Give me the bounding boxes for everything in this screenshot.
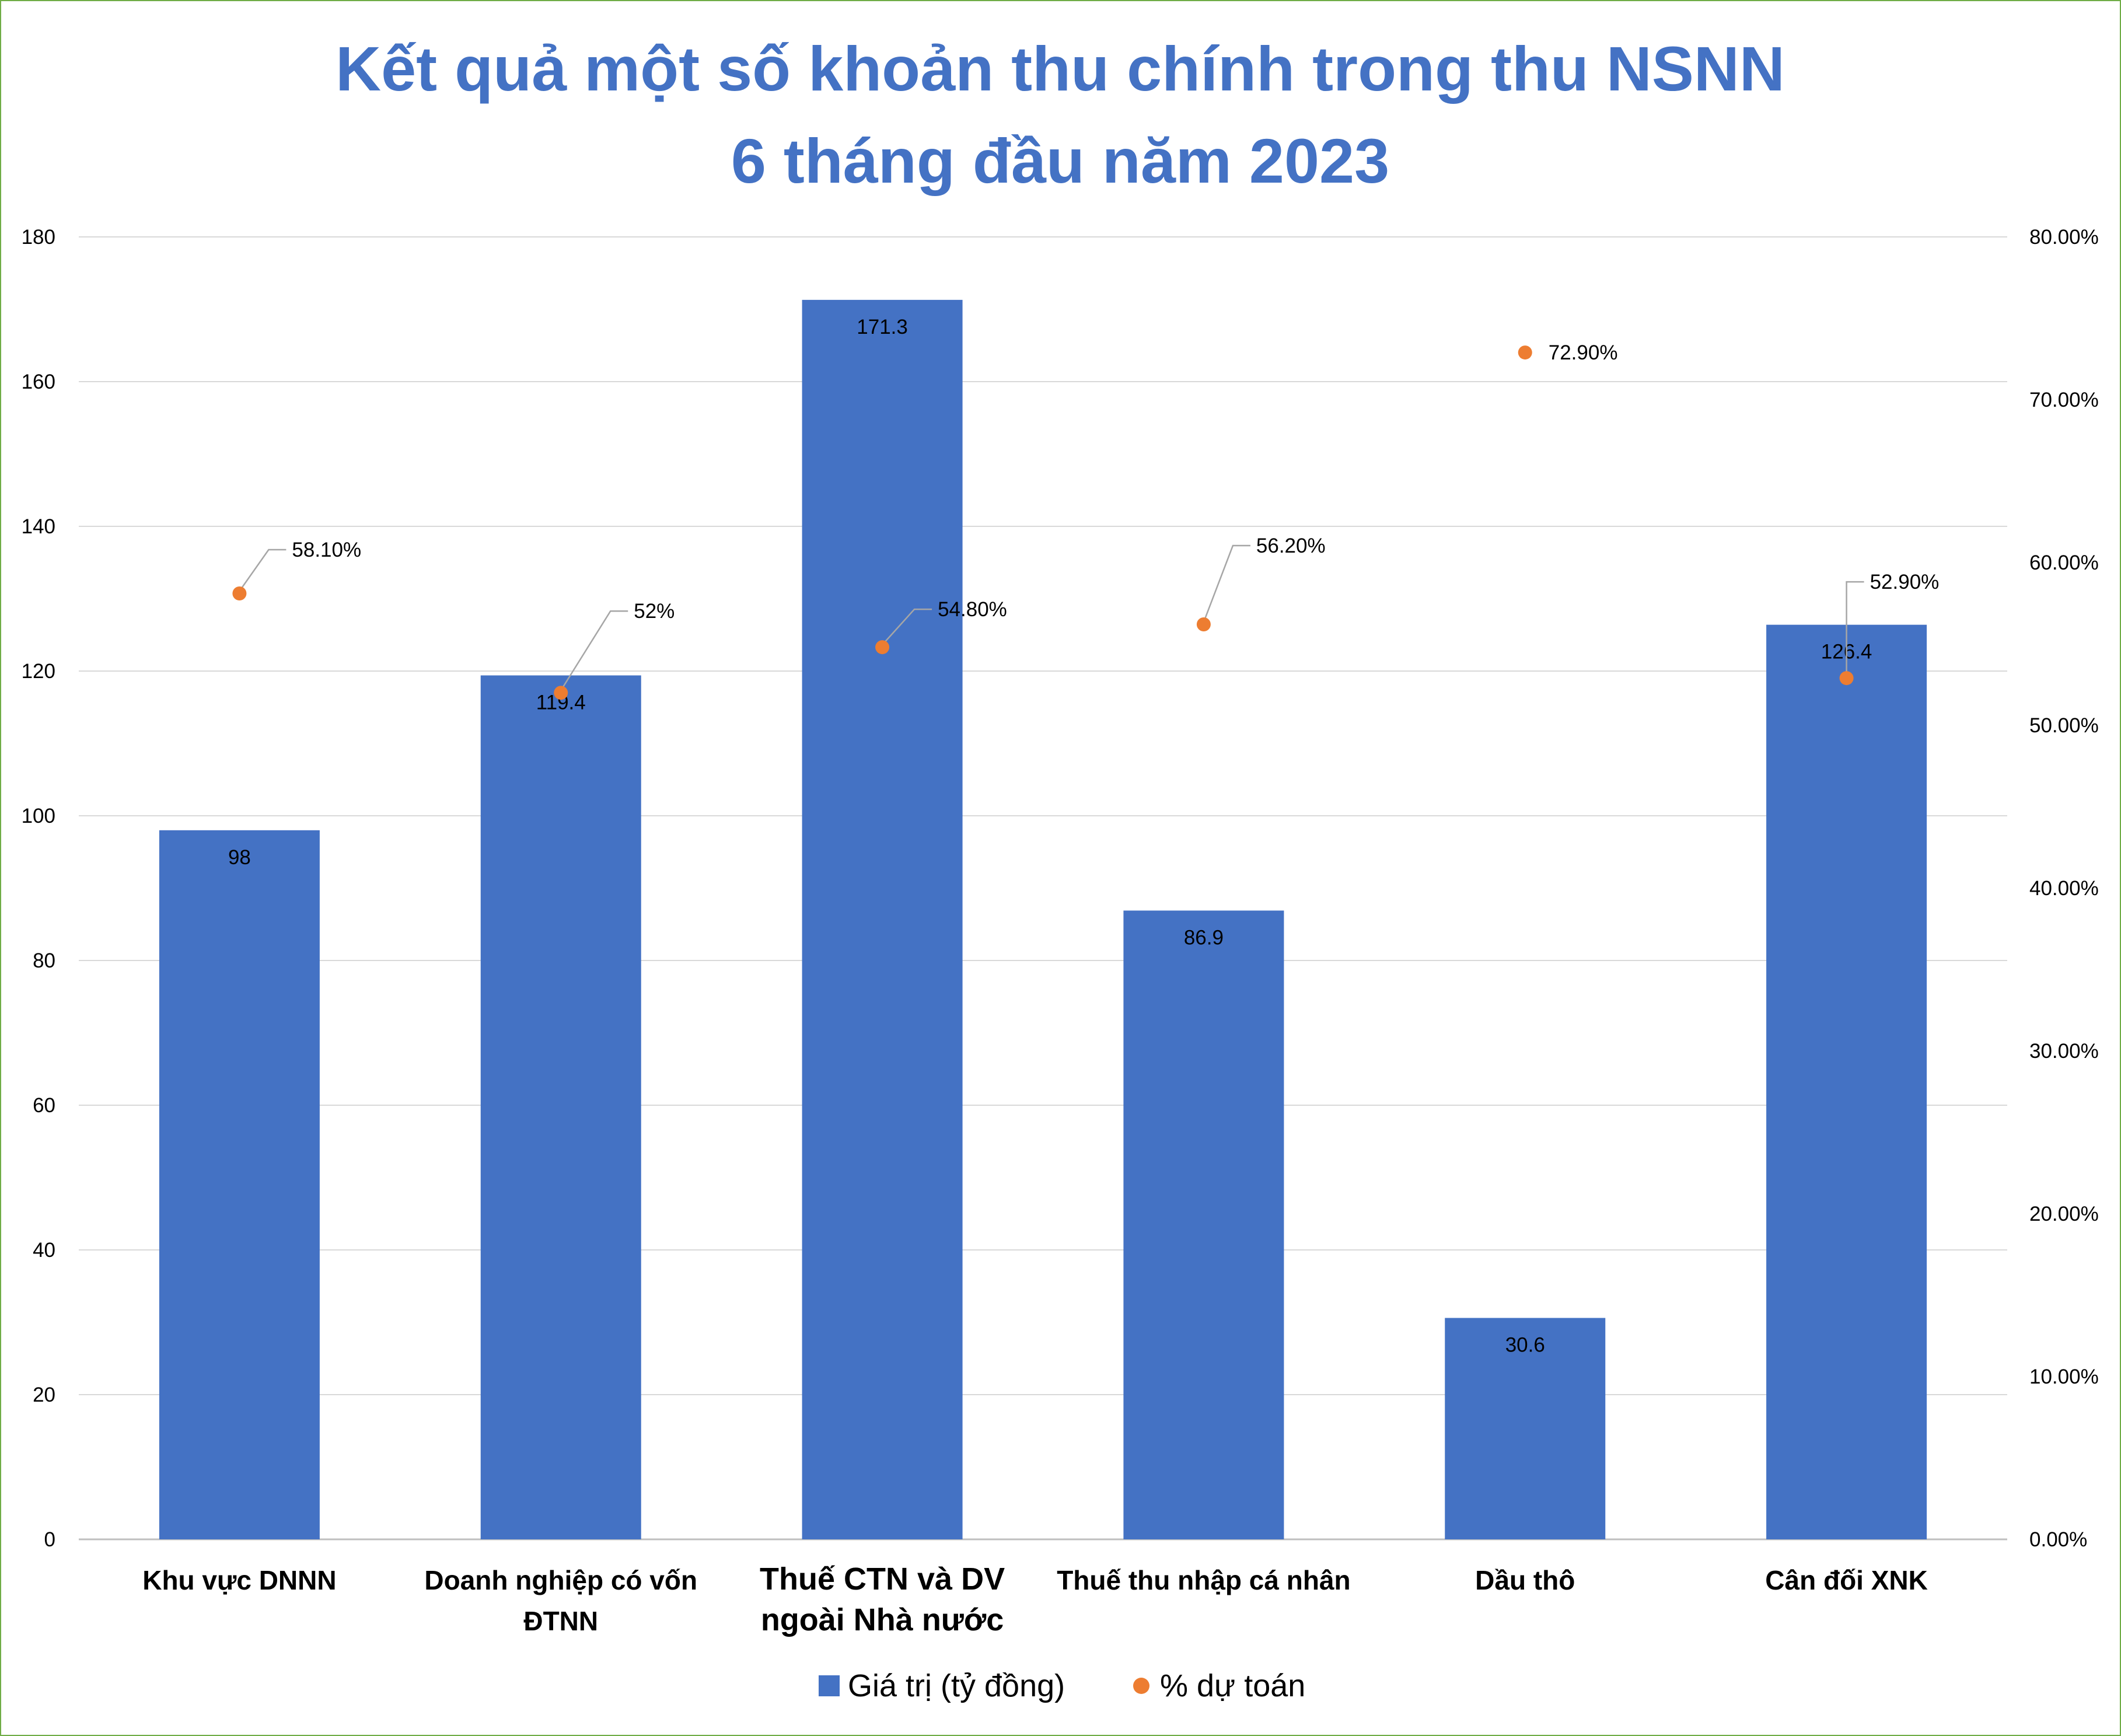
chart-subtitle: 6 tháng đầu năm 2023	[731, 125, 1389, 196]
category-label: Thuế CTN và DV	[760, 1562, 1005, 1597]
bar-value-label: 86.9	[1184, 926, 1224, 949]
scatter-value-label: 54.80%	[938, 598, 1007, 621]
category-label: ĐTNN	[523, 1606, 598, 1636]
scatter-point	[875, 640, 890, 655]
category-label: Dầu thô	[1475, 1565, 1575, 1595]
y-tick-label: 20	[33, 1384, 55, 1406]
gridlines	[79, 236, 2007, 1541]
y-tick-label: 160	[22, 371, 55, 393]
leader-lines	[239, 544, 1864, 691]
scatter-data-labels: 58.10% 52% 54.80% 56.20% 72.90% 52.90%	[292, 341, 1939, 623]
y-tick-label: 120	[22, 660, 55, 683]
y-tick-label: 80	[33, 949, 55, 972]
legend: Giá trị (tỷ đồng) % dự toán	[819, 1668, 1305, 1703]
scatter-value-label: 72.90%	[1549, 341, 1618, 364]
category-axis: Khu vực DNNN Doanh nghiệp có vốn ĐTNN Thuế …	[142, 1562, 1928, 1637]
bar	[1123, 910, 1284, 1539]
y2-tick-label: 20.00%	[2029, 1203, 2099, 1225]
y-tick-label: 40	[33, 1239, 55, 1262]
scatter-value-label: 52%	[634, 600, 675, 623]
scatter-point	[1839, 671, 1854, 686]
legend-label-points: % dự toán	[1160, 1668, 1305, 1703]
scatter-point	[1518, 345, 1532, 360]
leader-line	[1846, 581, 1864, 676]
y-axis-right: 0.00% 10.00% 20.00% 30.00% 40.00% 50.00% 60.00…	[2029, 226, 2099, 1551]
y2-tick-label: 80.00%	[2029, 226, 2099, 249]
y2-tick-label: 60.00%	[2029, 551, 2099, 574]
category-label: Thuế thu nhập cá nhân	[1057, 1565, 1350, 1595]
bar	[480, 675, 641, 1539]
chart-title: Kết quả một số khoản thu chính trong thu…	[336, 33, 1785, 104]
y2-tick-label: 30.00%	[2029, 1040, 2099, 1063]
y2-tick-label: 70.00%	[2029, 389, 2099, 411]
scatter-value-label: 58.10%	[292, 539, 361, 561]
y-tick-label: 100	[22, 805, 55, 827]
leader-line	[882, 608, 932, 645]
y2-tick-label: 0.00%	[2029, 1528, 2087, 1551]
y2-tick-label: 50.00%	[2029, 714, 2099, 737]
category-label: Cân đối XNK	[1765, 1565, 1928, 1595]
y-tick-label: 60	[33, 1094, 55, 1117]
legend-swatch-bars	[819, 1675, 840, 1696]
category-label: Khu vực DNNN	[142, 1565, 336, 1595]
scatter-point	[1196, 617, 1211, 632]
bar	[802, 299, 963, 1540]
category-label: ngoài Nhà nước	[761, 1602, 1004, 1637]
bar	[159, 830, 320, 1539]
scatter-point	[232, 586, 247, 601]
bar-value-label: 30.6	[1505, 1334, 1545, 1357]
legend-label-bars: Giá trị (tỷ đồng)	[848, 1668, 1065, 1703]
y-axis-left: 0 20 40 60 80 100 120 140 160 180	[22, 226, 55, 1551]
bar-series	[159, 299, 1927, 1540]
scatter-value-label: 56.20%	[1256, 535, 1326, 557]
y-tick-label: 180	[22, 226, 55, 249]
scatter-value-label: 52.90%	[1870, 571, 1940, 593]
bar	[1766, 624, 1927, 1539]
bar	[1445, 1318, 1606, 1539]
legend-swatch-points	[1133, 1678, 1149, 1694]
leader-line	[239, 549, 286, 592]
bar-value-label: 98	[228, 846, 251, 869]
scatter-series	[232, 345, 1854, 700]
leader-line	[560, 610, 628, 691]
scatter-point	[554, 686, 568, 700]
bar-value-label: 171.3	[857, 316, 908, 338]
y-tick-label: 0	[44, 1528, 55, 1551]
y2-tick-label: 40.00%	[2029, 877, 2099, 900]
y2-tick-label: 10.00%	[2029, 1365, 2099, 1388]
y-tick-label: 140	[22, 515, 55, 538]
category-label: Doanh nghiệp có vốn	[424, 1565, 697, 1595]
leader-line	[1203, 544, 1250, 623]
